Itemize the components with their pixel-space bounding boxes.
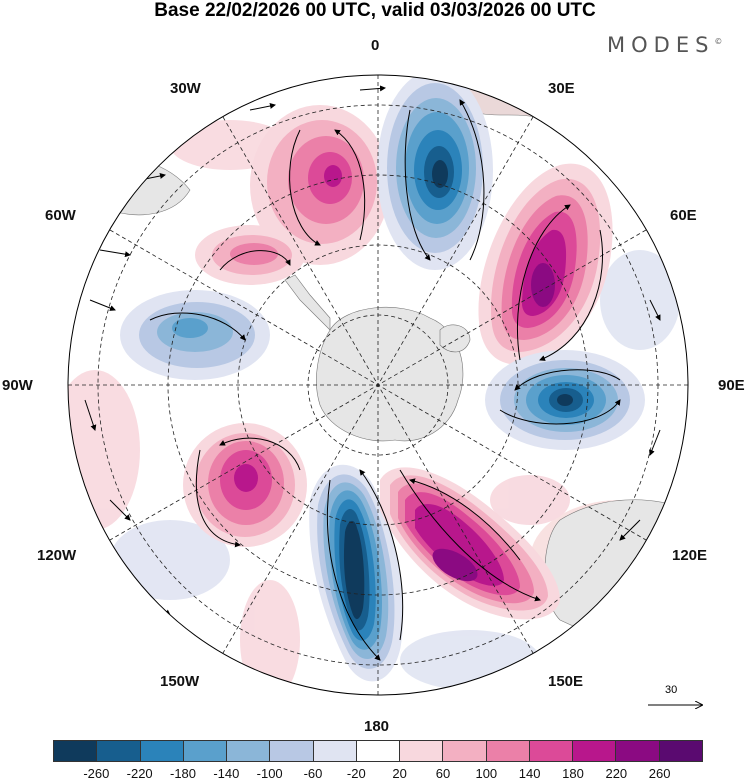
colorbar-tick-label: 260: [648, 766, 671, 781]
streamline: [219, 437, 301, 471]
streamline: [404, 109, 431, 261]
anomaly-positive-60w: [195, 225, 305, 285]
brand-mark: ©: [714, 37, 723, 46]
colorbar-tick-label: -260: [83, 766, 110, 781]
streamline: [499, 399, 621, 425]
anomaly-negative-90e: [485, 350, 645, 450]
colorbar-tick-label: -60: [303, 766, 323, 781]
streamline: [195, 449, 241, 548]
wind-arrow: [474, 679, 501, 687]
colorbar-segment: [529, 741, 574, 761]
streamline: [149, 312, 246, 341]
lon-label-30e: 30E: [548, 80, 575, 97]
colorbar-segment: [97, 741, 141, 761]
colorbar-tick-label: -180: [169, 766, 197, 781]
streamline: [219, 250, 291, 271]
streamline: [334, 129, 366, 241]
streamline: [359, 469, 404, 641]
wind-arrow: [249, 103, 276, 111]
streamline: [327, 479, 381, 661]
colorbar-segment: [140, 741, 184, 761]
wind-arrow: [619, 519, 641, 541]
wind-arrow: [599, 149, 621, 171]
streamline: [517, 204, 571, 361]
colorbar-segment: [400, 741, 444, 761]
colorbar-tick-label: 100: [475, 766, 498, 781]
map-title: Base 22/02/2026 00 UTC, valid 03/03/2026…: [154, 0, 596, 21]
streamline: [459, 99, 485, 261]
anomaly-negative-0: [377, 75, 493, 270]
colorbar: [53, 740, 703, 762]
wind-arrow: [99, 249, 131, 258]
colorbar-tick-label: -140: [213, 766, 240, 781]
colorbar-segment: [227, 741, 271, 761]
wind-arrow: [554, 639, 581, 656]
reference-vector-label: 30: [665, 684, 678, 696]
wind-arrow: [649, 299, 661, 321]
weak-positive-130e: [490, 475, 570, 525]
map-border: [67, 74, 689, 696]
kerguelen: [439, 324, 471, 353]
weak-positive-160w: [240, 580, 300, 695]
lon-label-120w: 120W: [37, 547, 77, 564]
streamline: [289, 129, 321, 246]
colorbar-segment: [486, 741, 530, 761]
colorbar-segment: [356, 741, 401, 761]
colorbar-segment: [659, 741, 702, 761]
antarctica: [316, 307, 464, 442]
colorbar-tick-label: -20: [346, 766, 366, 781]
weak-positive-100w: [68, 370, 140, 530]
lon-label-30w: 30W: [170, 80, 201, 97]
wind-arrow: [84, 399, 97, 431]
colorbar-segment: [183, 741, 228, 761]
wind-arrow: [649, 429, 661, 456]
antarctic-peninsula: [284, 274, 331, 331]
anomaly-positive-45e: [478, 163, 613, 365]
colorbar-segment: [443, 741, 487, 761]
map-body: [68, 75, 688, 695]
lon-label-60w: 60W: [45, 207, 76, 224]
brand-logo: MODES©: [607, 33, 722, 57]
lon-label-150w: 150W: [160, 673, 200, 690]
colorbar-tick-label: -100: [256, 766, 283, 781]
colorbar-tick-label: 220: [605, 766, 628, 781]
colorbar-ticks: -260 -220 -180 -140 -100 -60 -20 20 60 100 140 180 2…: [0, 766, 750, 783]
streamline: [399, 469, 541, 602]
wind-arrow: [359, 85, 386, 92]
colorbar-segment: [54, 741, 98, 761]
colorbar-segment: [270, 741, 314, 761]
anomaly-positive-130w: [183, 423, 307, 547]
anomaly-positive-30w: [250, 105, 390, 265]
weak-negative-70e: [600, 250, 680, 350]
lon-label-90w: 90W: [2, 377, 33, 394]
colorbar-tick-label: 60: [435, 766, 451, 781]
lon-label-0: 0: [371, 37, 380, 54]
streamline: [409, 478, 521, 561]
wind-arrow: [229, 659, 241, 681]
colorbar-segment: [573, 741, 617, 761]
graticule: [68, 75, 688, 695]
weak-anomaly-patches: [68, 120, 688, 695]
colorbar-segment: [616, 741, 660, 761]
brand-text: MODES: [607, 33, 715, 57]
lon-label-90e: 90E: [718, 377, 745, 394]
weak-negative-125w: [110, 520, 230, 600]
colorbar-tick-label: 140: [518, 766, 541, 781]
lon-label-180: 180: [364, 718, 390, 735]
wind-arrow: [89, 299, 116, 311]
lon-label-150e: 150E: [548, 673, 584, 690]
colorbar-tick-label: 20: [392, 766, 407, 781]
anomaly-negative-170w: [309, 464, 404, 682]
anomaly-negative-85w: [120, 290, 270, 380]
streamline: [514, 369, 621, 391]
colorbar-tick-label: -220: [126, 766, 153, 781]
wind-arrow: [109, 499, 131, 521]
lon-label-60e: 60E: [670, 207, 697, 224]
streamline: [539, 229, 603, 361]
colorbar-tick-label: 180: [562, 766, 584, 781]
lon-label-120e: 120E: [672, 547, 708, 564]
colorbar-segment: [313, 741, 357, 761]
